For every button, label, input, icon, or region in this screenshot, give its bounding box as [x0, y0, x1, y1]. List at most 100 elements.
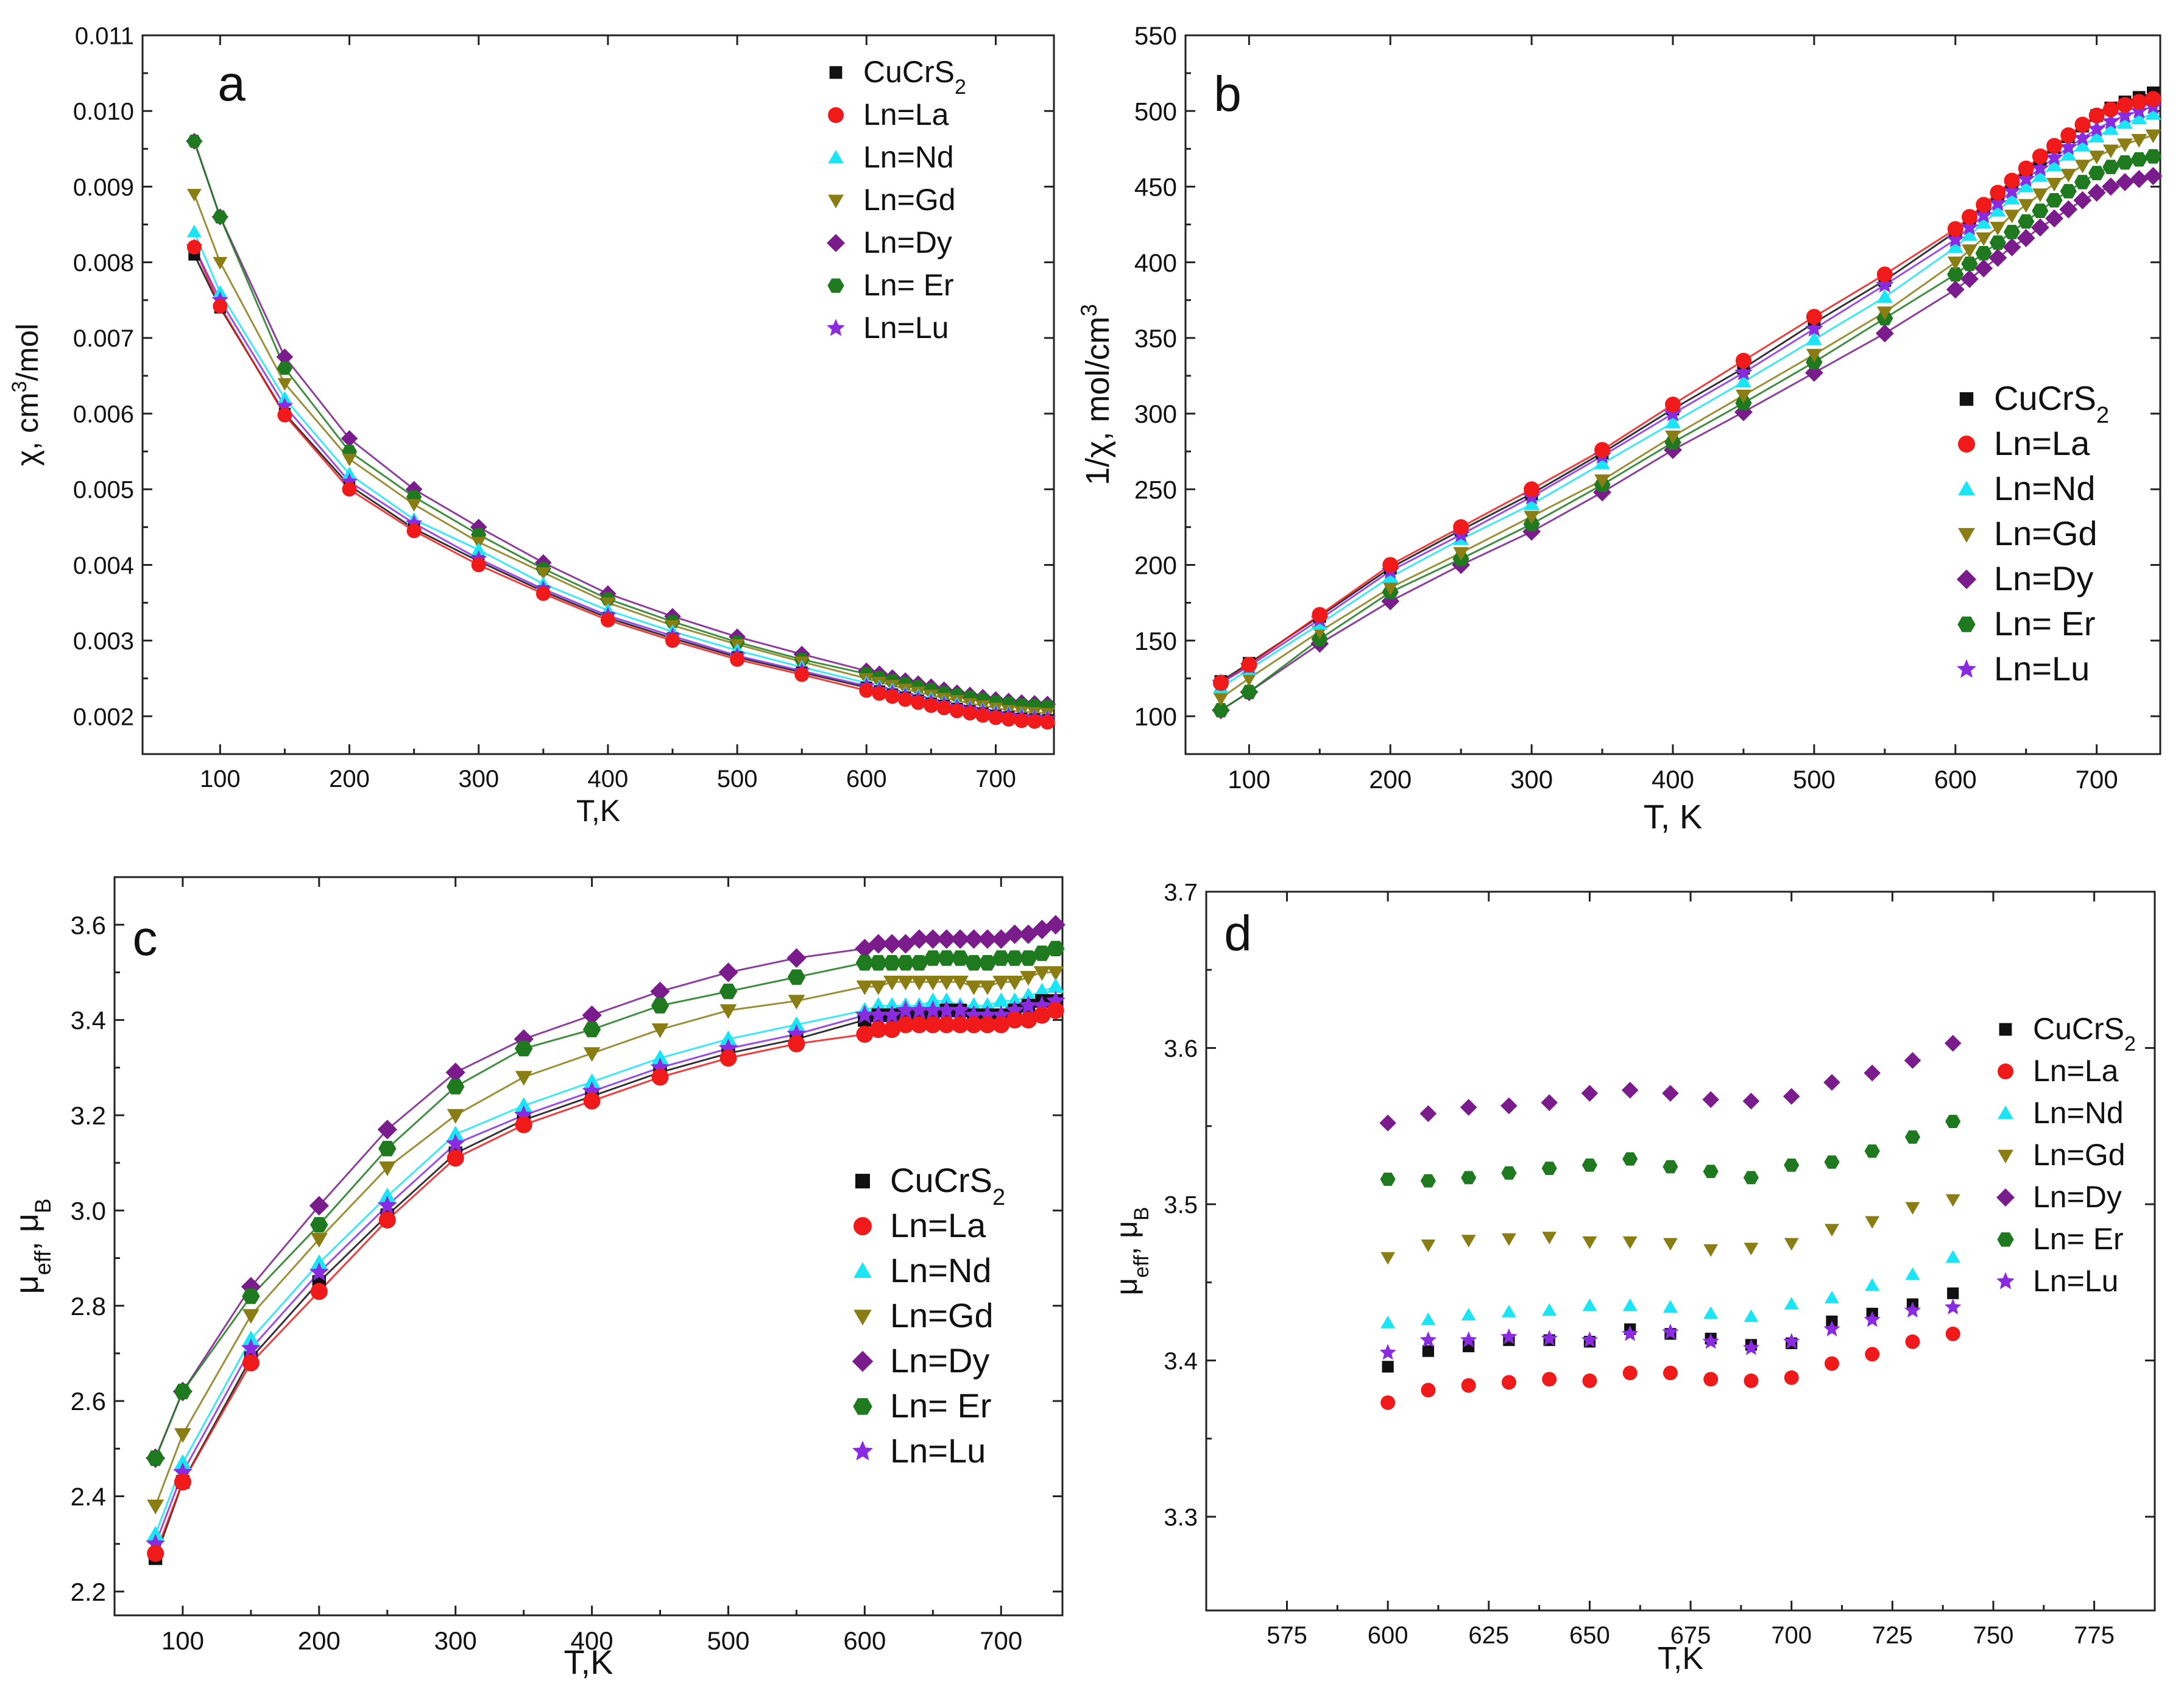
data-point [2045, 209, 2063, 228]
legend-entry: Ln=Gd [2033, 1138, 2126, 1172]
data-point [992, 1016, 1010, 1034]
y-tick-label: 0.010 [73, 99, 134, 125]
data-point [909, 929, 929, 949]
data-point [952, 975, 969, 990]
series-6 [186, 135, 1055, 713]
legend-marker [1997, 1232, 2014, 1247]
x-tick-label: 400 [1652, 765, 1694, 794]
series-5 [186, 133, 1056, 713]
data-point [2144, 167, 2163, 185]
x-tick-label: 300 [1510, 765, 1553, 794]
data-point [1990, 185, 2006, 201]
data-point [1524, 510, 1540, 524]
legend-marker [1957, 616, 1976, 632]
data-point [1665, 397, 1681, 413]
data-point [1976, 232, 1992, 246]
data-point [923, 1000, 943, 1019]
data-point [2016, 228, 2035, 247]
data-point [2087, 183, 2106, 202]
data-point [938, 1016, 955, 1034]
data-point [938, 950, 956, 966]
data-point [924, 950, 942, 966]
x-axis-label: T,K [564, 1643, 613, 1681]
data-point [2117, 115, 2133, 129]
data-point [2004, 210, 2020, 224]
data-point [856, 1026, 874, 1043]
legend-marker [828, 150, 844, 164]
x-tick-label: 300 [458, 766, 499, 792]
data-point [1581, 1085, 1599, 1102]
y-tick-label: 0.003 [73, 628, 134, 655]
data-point [2003, 225, 2021, 239]
data-point [277, 361, 292, 375]
data-point [2018, 178, 2034, 192]
data-point [1047, 978, 1064, 993]
data-point [2004, 191, 2020, 205]
data-point [2018, 160, 2034, 177]
panel-label: d [1224, 906, 1252, 961]
data-point [1240, 685, 1257, 699]
data-point [1045, 915, 1065, 935]
data-point [1961, 256, 1978, 271]
y-tick-label: 3.6 [1164, 1035, 1198, 1062]
legend-marker [827, 234, 845, 252]
data-point [310, 1233, 328, 1248]
x-tick-label: 600 [843, 1626, 886, 1655]
data-point [978, 955, 997, 971]
data-point [1947, 1287, 1959, 1299]
data-point [1502, 1305, 1516, 1317]
data-point [964, 955, 983, 971]
data-point [1864, 1311, 1881, 1327]
data-point [1622, 1152, 1638, 1166]
data-point [1421, 1240, 1436, 1252]
data-point [378, 1141, 397, 1157]
legend-marker [853, 1310, 872, 1326]
data-point [583, 1047, 601, 1062]
data-point [1783, 1088, 1800, 1105]
data-point [445, 1134, 465, 1152]
data-point [1019, 995, 1038, 1014]
data-point [174, 1383, 192, 1400]
data-point [869, 955, 888, 971]
data-point [977, 929, 997, 949]
data-point [2073, 129, 2092, 146]
data-point [788, 1035, 805, 1053]
chart-panel-d: 575 600 625 650 675 700 725 750 775 3.3 3.4 3.5 3.6 3… [1109, 879, 2156, 1676]
legend-entry: Ln=Gd [890, 1296, 994, 1335]
data-point [377, 1195, 397, 1215]
data-point [1382, 569, 1399, 583]
data-point [147, 1526, 164, 1541]
x-tick-label: 750 [1973, 1622, 2014, 1649]
legend-entry: Ln=Nd [890, 1251, 992, 1289]
data-point [1582, 1298, 1597, 1311]
legend-marker [1998, 1149, 2013, 1163]
data-point [342, 453, 357, 467]
data-point [1502, 1233, 1516, 1246]
data-point [1865, 1278, 1880, 1291]
x-tick-label: 100 [161, 1626, 204, 1655]
legend-entry: Ln=Nd [1994, 469, 2096, 507]
data-point [2074, 138, 2091, 152]
data-point [186, 239, 202, 255]
data-point [1806, 331, 1822, 345]
data-point [447, 1126, 464, 1141]
data-point [1213, 692, 1229, 707]
x-tick-label: 500 [707, 1626, 749, 1655]
data-point [1019, 950, 1037, 966]
legend-marker [1959, 392, 1974, 406]
data-point [2074, 175, 2091, 189]
legend-entry: Ln=La [863, 97, 949, 132]
data-point [1663, 1238, 1678, 1251]
y-tick-label: 3.7 [1164, 879, 1198, 906]
data-point [1703, 1306, 1719, 1319]
data-point [1734, 363, 1753, 381]
data-point [1422, 1345, 1435, 1357]
data-point [406, 523, 422, 538]
y-tick-label: 3.2 [71, 1101, 106, 1130]
data-point [2032, 188, 2048, 202]
legend-marker [1996, 1272, 2015, 1289]
data-point [1744, 1243, 1759, 1255]
data-point [965, 997, 983, 1012]
data-point [1380, 1395, 1396, 1410]
data-point [787, 969, 806, 985]
